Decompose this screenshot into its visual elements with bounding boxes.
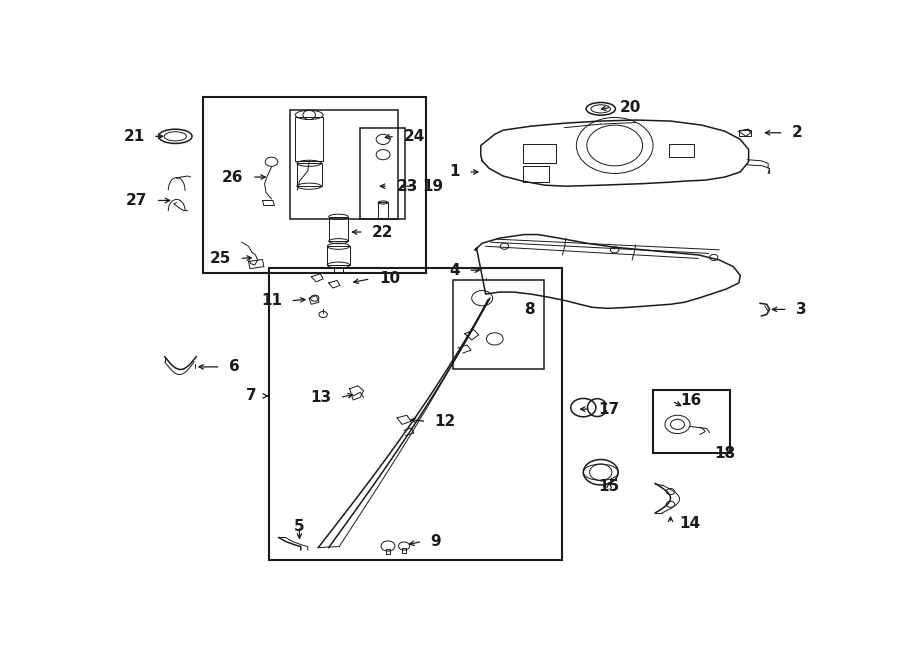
Bar [328,217,348,241]
Text: 24: 24 [403,129,425,144]
Bar [360,128,405,219]
Text: 19: 19 [422,178,444,194]
Text: 3: 3 [796,302,806,317]
Bar [653,390,730,453]
Bar [328,246,349,265]
Bar [291,110,399,219]
Text: 7: 7 [246,389,256,403]
Bar [453,280,544,369]
Text: 27: 27 [126,193,148,208]
Bar [386,549,390,554]
Text: 5: 5 [294,519,305,533]
Text: 23: 23 [396,178,418,194]
Bar [203,97,427,273]
Text: 11: 11 [261,293,282,308]
Bar [523,144,556,163]
Bar [739,130,752,136]
Text: 14: 14 [679,516,700,531]
Text: 15: 15 [598,479,620,494]
Text: 26: 26 [222,169,244,184]
Bar [297,163,322,186]
Text: 13: 13 [310,390,331,405]
Text: 20: 20 [619,100,641,115]
Bar [669,144,694,157]
Text: 1: 1 [449,165,460,179]
Bar [295,118,323,161]
Text: 12: 12 [435,414,456,429]
Text: 18: 18 [715,446,735,461]
Text: 9: 9 [430,534,441,549]
Text: 8: 8 [524,302,535,317]
Text: 4: 4 [449,262,460,278]
Bar [378,202,388,217]
Text: 17: 17 [598,402,620,416]
Text: 16: 16 [680,393,701,408]
Bar [523,166,549,182]
Text: 10: 10 [379,271,400,286]
Text: 25: 25 [210,251,231,266]
Text: 21: 21 [123,129,145,144]
Text: 22: 22 [372,225,393,239]
Text: 2: 2 [792,126,803,140]
Text: 6: 6 [229,360,239,374]
Bar [269,268,562,561]
Bar [402,548,406,553]
